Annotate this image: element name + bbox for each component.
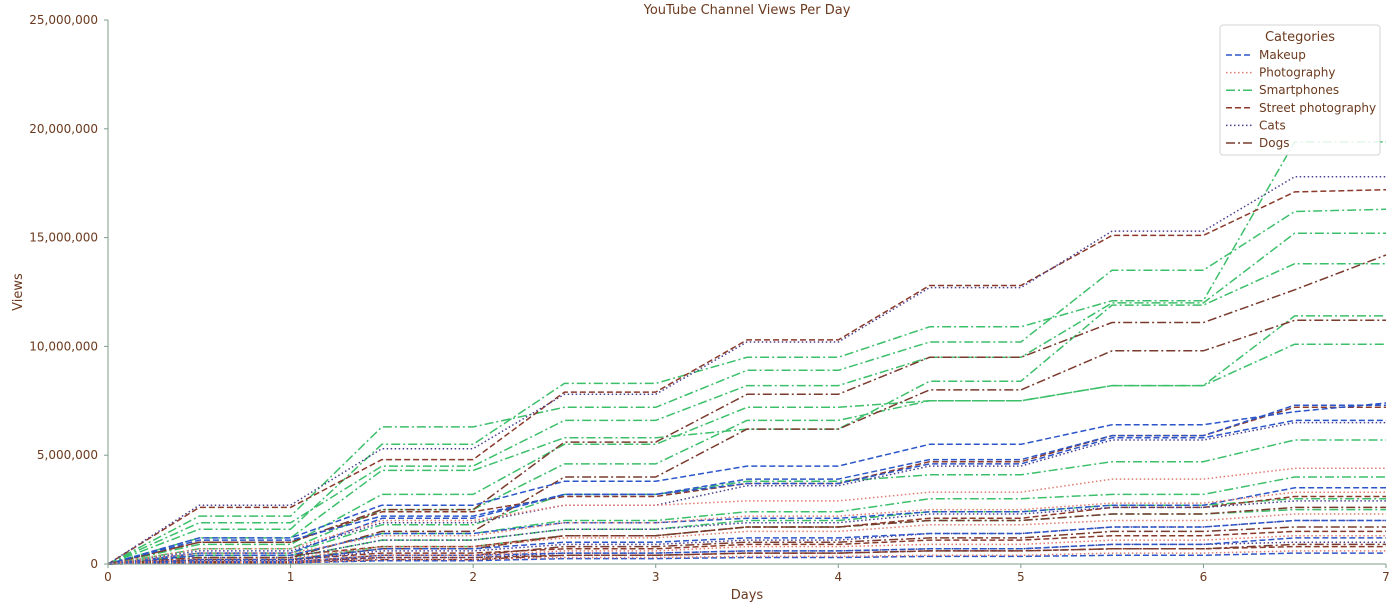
series-line-photography-34 [107,513,1386,565]
y-tick-label: 10,000,000 [29,339,98,353]
x-tick-label: 2 [469,570,477,584]
legend-label-cats: Cats [1259,118,1286,132]
legend-label-makeup: Makeup [1259,48,1306,62]
x-tick-group: 0 1 2 3 4 5 6 7 [104,564,1390,584]
series-line-street-photography-13 [107,530,1386,565]
x-tick-label: 1 [287,570,295,584]
series-line-smartphones-4 [107,315,1386,565]
series-line-cats-16 [107,421,1386,565]
series-line-photography-33 [107,491,1386,565]
legend: Categories Makeup Photography Smartphones S… [1219,24,1381,156]
series-line-cats-15 [107,175,1386,565]
series-line-cats-18 [107,519,1386,565]
series-line-photography-32 [107,467,1386,565]
series-line-smartphones-5 [107,343,1386,565]
y-tick-label: 15,000,000 [29,231,98,245]
x-tick-label: 0 [104,570,112,584]
series-line-makeup-28 [107,487,1386,565]
x-axis-title: Days [731,588,764,603]
series-line-street-photography-11 [107,406,1386,565]
legend-label-street-photography: Street photography [1259,101,1376,115]
series-line-dogs-22 [107,506,1386,565]
series-line-makeup-27 [107,419,1386,565]
legend-label-smartphones: Smartphones [1259,83,1339,97]
series-line-dogs-23 [107,526,1386,565]
y-tick-label: 0 [90,557,98,571]
y-tick-label: 5,000,000 [37,448,98,462]
series-line-photography-36 [107,550,1386,565]
legend-label-dogs: Dogs [1259,136,1289,150]
x-tick-label: 4 [834,570,842,584]
series-line-smartphones-8 [107,497,1386,565]
x-tick-label: 6 [1200,570,1208,584]
series-line-cats-17 [107,500,1386,565]
legend-box [1219,24,1381,156]
chart-title: YouTube Channel Views Per Day [643,3,851,18]
series-line-smartphones-6 [107,439,1386,565]
series-line-makeup-29 [107,519,1386,565]
y-axis-title: Views [11,273,26,311]
y-tick-label: 20,000,000 [29,122,98,136]
series-line-makeup-25 [107,404,1386,565]
legend-label-photography: Photography [1259,66,1335,80]
series-line-street-photography-14 [107,545,1386,565]
series-line-smartphones-0 [107,141,1386,565]
series-line-photography-35 [107,534,1386,565]
series-line-makeup-26 [107,402,1387,565]
legend-title: Categories [1265,30,1335,45]
series-line-makeup-31 [107,552,1386,565]
series-line-smartphones-1 [107,208,1387,565]
series-line-smartphones-2 [107,232,1386,565]
x-tick-label: 7 [1382,570,1390,584]
y-tick-label: 25,000,000 [29,13,98,27]
x-tick-label: 5 [1017,570,1025,584]
x-tick-label: 3 [652,570,660,584]
series-line-makeup-30 [107,537,1386,565]
y-tick-group: 0 5,000,000 10,000,000 15,000,000 20,000,000… [29,13,108,571]
series-line-street-photography-10 [107,188,1387,565]
legend-items: Makeup Photography Smartphones Street photo… [1226,48,1376,150]
series-line-dogs-21 [107,319,1386,565]
series-layer [107,141,1387,565]
